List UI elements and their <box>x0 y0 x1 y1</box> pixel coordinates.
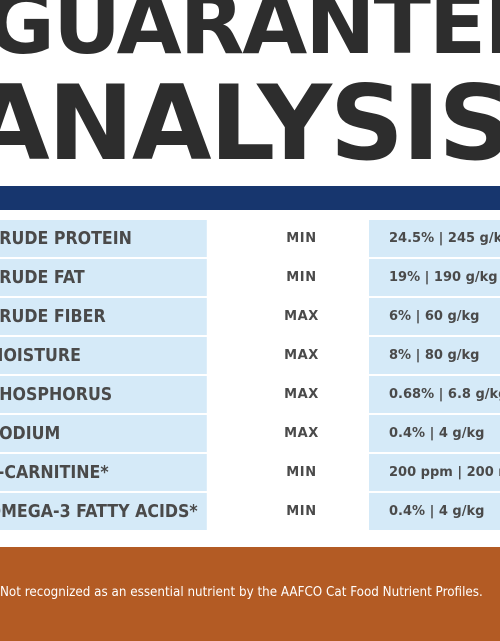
nutrient-value-cell: 8% | 80 g/kg <box>369 337 500 374</box>
nutrient-name: PHOSPHORUS <box>0 384 113 405</box>
min-max-label: MAX <box>284 426 319 441</box>
nutrient-name-cell: MOISTURE <box>0 337 207 374</box>
nutrient-name-cell: SODIUM <box>0 415 207 452</box>
min-max-label: MAX <box>284 309 319 324</box>
table-row: MOISTURE MAX 8% | 80 g/kg <box>0 337 500 374</box>
nutrient-value-cell: 6% | 60 g/kg <box>369 298 500 335</box>
nutrient-value: 0.68% | 6.8 g/kg <box>389 387 500 402</box>
min-max-label: MIN <box>286 504 317 519</box>
nutrient-name: CRUDE FAT <box>0 267 85 288</box>
nutrient-value-cell: 200 ppm | 200 mg/kg <box>369 454 500 491</box>
nutrient-value: 200 ppm | 200 mg/kg <box>389 465 500 480</box>
table-row: CRUDE FIBER MAX 6% | 60 g/kg <box>0 298 500 335</box>
min-max-label: MAX <box>284 387 319 402</box>
nutrient-value: 0.4% | 4 g/kg <box>389 426 485 441</box>
min-max-label: MAX <box>284 348 319 363</box>
footer-band: *Not recognized as an essential nutrient… <box>0 547 500 641</box>
nutrient-name-cell: L-CARNITINE* <box>0 454 207 491</box>
nutrient-name: OMEGA-3 FATTY ACIDS* <box>0 501 198 522</box>
nutrient-value: 6% | 60 g/kg <box>389 309 480 324</box>
nutrient-value-cell: 19% | 190 g/kg <box>369 259 500 296</box>
nutrient-value-cell: 0.4% | 4 g/kg <box>369 493 500 530</box>
nutrient-value: 8% | 80 g/kg <box>389 348 480 363</box>
nutrient-value-cell: 24.5% | 245 g/kg <box>369 220 500 257</box>
min-max-label: MIN <box>286 270 317 285</box>
table-row: CRUDE FAT MIN 19% | 190 g/kg <box>0 259 500 296</box>
nutrient-name: CRUDE FIBER <box>0 306 106 327</box>
nutrient-value-cell: 0.68% | 6.8 g/kg <box>369 376 500 413</box>
nutrient-name: CRUDE PROTEIN <box>0 228 132 249</box>
nutrient-name-cell: PHOSPHORUS <box>0 376 207 413</box>
min-max-label: MIN <box>286 465 317 480</box>
nutrient-value: 0.4% | 4 g/kg <box>389 504 485 519</box>
nutrient-name-cell: OMEGA-3 FATTY ACIDS* <box>0 493 207 530</box>
table-row: L-CARNITINE* MIN 200 ppm | 200 mg/kg <box>0 454 500 491</box>
nutrient-name-cell: CRUDE PROTEIN <box>0 220 207 257</box>
table-row: OMEGA-3 FATTY ACIDS* MIN 0.4% | 4 g/kg <box>0 493 500 530</box>
min-max-label: MIN <box>286 231 317 246</box>
nutrient-name: MOISTURE <box>0 345 81 366</box>
footnote-text: *Not recognized as an essential nutrient… <box>0 585 483 600</box>
nutrient-name: L-CARNITINE* <box>0 462 109 483</box>
nutrient-value: 19% | 190 g/kg <box>389 270 498 285</box>
nutrient-name: SODIUM <box>0 423 61 444</box>
nutrient-value-cell: 0.4% | 4 g/kg <box>369 415 500 452</box>
table-row: CRUDE PROTEIN MIN 24.5% | 245 g/kg <box>0 220 500 257</box>
nutrient-name-cell: CRUDE FAT <box>0 259 207 296</box>
table-row: SODIUM MAX 0.4% | 4 g/kg <box>0 415 500 452</box>
nutrient-value: 24.5% | 245 g/kg <box>389 231 500 246</box>
heading-line-2: ANALYSIS <box>0 64 500 184</box>
header-divider-band <box>0 186 500 210</box>
table-row: PHOSPHORUS MAX 0.68% | 6.8 g/kg <box>0 376 500 413</box>
nutrient-name-cell: CRUDE FIBER <box>0 298 207 335</box>
heading-line-1: GUARANTEED <box>0 0 500 73</box>
